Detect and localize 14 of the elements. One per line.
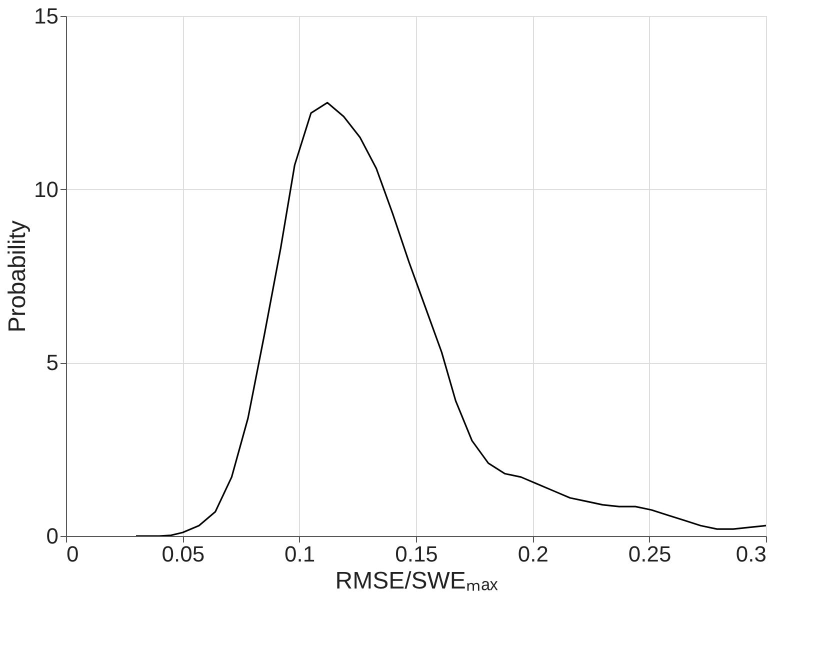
x-tick-label: 0 [66,542,79,566]
y-axis-title: Probability [4,220,32,333]
line-series [135,102,766,536]
x-tick-label: 0.25 [628,542,672,566]
x-axis-title: RMSE/SWEₘₐₓ [335,568,498,594]
y-tick-label: 5 [46,350,58,376]
x-tick-label: 0.1 [284,542,316,566]
x-tick-label: 0.3 [736,542,766,566]
y-tick-label: 0 [46,524,58,548]
x-tick-label: 0.15 [395,542,438,566]
y-tick-label: 10 [34,176,58,202]
x-tick-label: 0.05 [162,542,205,566]
y-tick-label: 15 [34,4,58,28]
x-tick-label: 0.2 [518,542,548,566]
